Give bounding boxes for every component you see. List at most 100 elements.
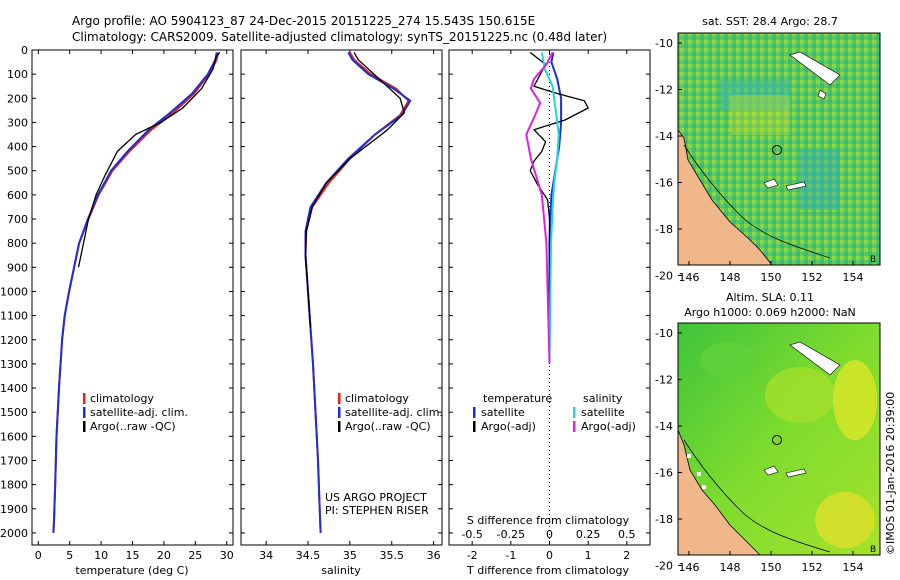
temperature-plot: 0 5 10 15 20 25 30 <box>35 50 234 562</box>
legend-s-satellite: satellite <box>581 406 625 419</box>
lat-tick-label: -14 <box>655 420 673 433</box>
x-tick-label: 34.5 <box>296 549 321 562</box>
x-tick-label: 25 <box>188 549 202 562</box>
sla-map-title2: Argo h1000: 0.069 h2000: NaN <box>684 306 856 319</box>
sla-map-frame <box>677 322 881 556</box>
s-tick-label: 0.25 <box>576 528 601 541</box>
s-tick-label: -0.5 <box>461 528 482 541</box>
depth-tick-label: 2000 <box>0 527 28 540</box>
depth-tick-label: 1700 <box>0 454 28 467</box>
legend-satellite: satellite-adj. clim. <box>90 406 188 419</box>
argo-position-marker <box>772 435 782 445</box>
legend-climatology-swatch <box>83 393 86 404</box>
sla-map-title1: Altim. SLA: 0.11 <box>726 291 814 304</box>
lon-tick-label: 154 <box>843 271 864 284</box>
lon-tick-label: 146 <box>679 561 700 574</box>
temperature-panel-frame <box>31 49 234 546</box>
reef-island <box>789 341 841 376</box>
series-line-climatology <box>52 52 219 533</box>
x-tick-label: -2 <box>467 549 478 562</box>
depth-axis: 0 100 200 300 400 500 600 700 800 900 1000 1100 1200… <box>0 44 650 540</box>
sla-high-patch <box>833 360 877 440</box>
depth-tick-label: 300 <box>7 116 28 129</box>
x-tick-label: 34 <box>259 549 273 562</box>
argo-position-marker <box>772 145 782 155</box>
legend-satellite-swatch <box>338 407 341 418</box>
reef-island <box>789 51 841 86</box>
sla-high-patch <box>765 367 835 423</box>
legend-argo: Argo(..raw -QC) <box>90 420 176 433</box>
sst-map: B <box>677 32 881 266</box>
lat-tick-label: -12 <box>655 374 673 387</box>
x-tick-label: 30 <box>220 549 234 562</box>
legend-s-argo-swatch <box>573 421 576 432</box>
lon-tick-label: 148 <box>720 271 741 284</box>
legend-t-satellite-swatch <box>473 407 476 418</box>
series-line-argo-raw-qc- <box>304 52 405 328</box>
depth-tick-label: 1900 <box>0 503 28 516</box>
station-marker <box>702 485 706 489</box>
depth-tick-label: 1300 <box>0 358 28 371</box>
depth-tick-label: 700 <box>7 213 28 226</box>
lon-tick-label: 152 <box>802 561 823 574</box>
s-tick-label: -0.25 <box>497 528 525 541</box>
lat-tick-label: -20 <box>655 270 673 283</box>
legend-satellite-swatch <box>83 407 86 418</box>
s-difference-label: S difference from climatology <box>467 514 630 527</box>
isobath <box>683 144 831 259</box>
timestamp: ©IMOS 01-Jan-2016 20:39:00 <box>884 392 897 555</box>
x-tick-label: 36 <box>427 549 441 562</box>
x-tick-label: 0 <box>35 549 42 562</box>
lon-tick-label: 150 <box>761 561 782 574</box>
sla-high-patch <box>815 492 875 548</box>
s-tick-label: 0.5 <box>618 528 636 541</box>
legend-temperature-head: temperature <box>483 392 552 405</box>
depth-tick-label: 900 <box>7 261 28 274</box>
isobath <box>683 439 831 553</box>
header-line1: Argo profile: AO 5904123_87 24-Dec-2015 … <box>72 14 535 28</box>
x-tick-label: -1 <box>505 549 516 562</box>
lat-tick-label: -10 <box>655 37 673 50</box>
legend-s-satellite-swatch <box>573 407 576 418</box>
salinity-xlabel: salinity <box>321 564 361 577</box>
series-line-temperature-argo-adj- <box>529 51 589 362</box>
legend-climatology: climatology <box>90 392 154 405</box>
depth-tick-label: 400 <box>7 141 28 154</box>
reef-outline <box>763 465 807 478</box>
x-tick-label: 1 <box>585 549 592 562</box>
s-tick-label: 0 <box>546 528 553 541</box>
station-marker <box>687 454 691 458</box>
lat-tick-label: -10 <box>655 327 673 340</box>
difference-legend: temperature salinity satellite Argo(-adj… <box>473 392 636 433</box>
series-line-satellite-adj-clim- <box>304 51 412 533</box>
t-difference-xlabel: T difference from climatology <box>466 564 629 577</box>
temperature-xlabel: temperature (deg C) <box>75 564 188 577</box>
sst-map-frame <box>677 32 881 266</box>
series-line-salinity-argo-adj- <box>525 51 554 364</box>
x-tick-label: 20 <box>157 549 171 562</box>
lon-tick-label: 154 <box>843 561 864 574</box>
lat-tick-label: -16 <box>655 177 673 190</box>
reef-outline <box>763 89 827 191</box>
x-tick-label: 2 <box>623 549 630 562</box>
depth-tick-label: 0 <box>21 44 28 57</box>
x-tick-label: 35.5 <box>380 549 405 562</box>
header-line2: Climatology: CARS2009. Satellite-adjuste… <box>72 30 607 44</box>
station-marker <box>697 472 701 476</box>
series-line-argo-raw-qc- <box>77 51 221 268</box>
depth-tick-label: 1100 <box>0 310 28 323</box>
depth-tick-label: 200 <box>7 92 28 105</box>
legend-climatology: climatology <box>345 392 409 405</box>
legend-t-satellite: satellite <box>481 406 525 419</box>
legend-salinity-head: salinity <box>583 392 623 405</box>
sst-map-title: sat. SST: 28.4 Argo: 28.7 <box>702 15 838 28</box>
temperature-legend: climatology satellite-adj. clim. Argo(..… <box>83 392 188 433</box>
depth-tick-label: 600 <box>7 189 28 202</box>
depth-tick-label: 1200 <box>0 334 28 347</box>
salinity-legend: climatology satellite-adj. clim. Argo(..… <box>325 392 443 517</box>
legend-t-argo-swatch <box>473 421 476 432</box>
lon-tick-label: 146 <box>679 271 700 284</box>
legend-argo-swatch <box>83 421 86 432</box>
sla-map: B <box>677 322 881 556</box>
depth-tick-label: 800 <box>7 237 28 250</box>
